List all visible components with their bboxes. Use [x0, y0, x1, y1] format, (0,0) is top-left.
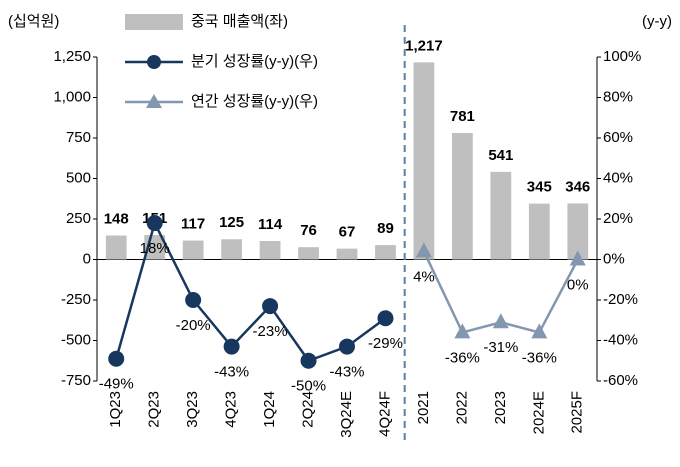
bar: [182, 240, 204, 260]
bar: [490, 171, 512, 260]
bar-value-label: 114: [258, 216, 283, 233]
y-tick-label: -750: [61, 372, 91, 389]
y2-tick-label: -20%: [603, 291, 638, 308]
marker: [185, 292, 202, 308]
line-value-label: 4%: [413, 268, 435, 285]
line-value-label: -29%: [368, 335, 403, 352]
line-value-label: -36%: [522, 349, 557, 366]
x-tick-label: 3Q23: [184, 391, 201, 428]
y-tick-label: 500: [66, 169, 91, 186]
marker: [146, 215, 163, 232]
y2-tick-label: 20%: [603, 210, 633, 227]
marker: [569, 250, 586, 266]
line-value-label: -20%: [176, 317, 211, 334]
x-tick-label: 2021: [415, 391, 432, 424]
y-tick-label: 0: [83, 250, 91, 267]
marker: [492, 313, 509, 329]
x-tick-label: 2023: [492, 391, 509, 424]
bar-value-label: 346: [565, 178, 590, 195]
x-tick-label: 4Q23: [223, 391, 240, 428]
bar: [452, 132, 473, 260]
x-tick-label: 2024E: [530, 391, 547, 434]
bar-value-label: 125: [219, 214, 244, 231]
bar-value-label: 345: [527, 179, 552, 196]
bar: [221, 239, 242, 260]
line-value-label: -43%: [329, 364, 364, 381]
y2-tick-label: 100%: [603, 48, 641, 65]
y2-tick-label: 80%: [603, 88, 633, 105]
bar-value-label: 781: [450, 108, 475, 125]
bar-value-label: 1,217: [405, 37, 443, 54]
bar: [528, 203, 550, 260]
bar: [105, 235, 127, 260]
legend-marker: [147, 55, 161, 69]
marker: [339, 338, 355, 355]
marker: [454, 323, 471, 339]
marker: [223, 338, 240, 355]
line-value-label: -31%: [483, 339, 518, 356]
y-tick-label: -500: [61, 331, 91, 348]
bar-value-label: 76: [300, 222, 317, 239]
legend-label: 연간 성장률(y-y)(우): [191, 93, 318, 110]
legend-swatch: [125, 14, 183, 30]
x-tick-label: 3Q24E: [338, 391, 355, 438]
y2-tick-label: 60%: [603, 129, 633, 146]
y-tick-label: -250: [61, 291, 91, 308]
y2-tick-label: -40%: [603, 331, 638, 348]
x-tick-label: 1Q24: [261, 391, 278, 428]
legend-label: 분기 성장률(y-y)(우): [191, 53, 318, 70]
marker: [262, 298, 279, 315]
line-value-label: -23%: [253, 323, 288, 340]
bar: [375, 245, 396, 260]
x-tick-label: 4Q24F: [376, 391, 393, 437]
line-value-label: -43%: [214, 364, 249, 381]
y-axis-title: (십억원): [8, 13, 59, 30]
x-tick-label: 1Q23: [107, 391, 124, 428]
y2-tick-label: 40%: [603, 169, 633, 186]
legend-marker: [146, 94, 162, 108]
line-value-label: 18%: [140, 240, 170, 257]
x-tick-label: 2022: [453, 391, 470, 424]
line-value-label: 0%: [567, 276, 589, 293]
marker: [300, 352, 317, 369]
x-tick-label: 2Q23: [146, 391, 163, 428]
bar-value-label: 89: [377, 220, 394, 237]
bar-value-label: 67: [339, 224, 356, 241]
marker: [531, 323, 548, 339]
bar-value-label: 148: [104, 210, 129, 227]
line-value-label: -36%: [445, 349, 480, 366]
y-tick-label: 250: [66, 210, 91, 227]
bar: [298, 247, 319, 260]
bar-value-label: 117: [181, 216, 205, 233]
bar: [259, 241, 281, 260]
y2-tick-label: 0%: [603, 250, 625, 267]
y-tick-label: 1,250: [53, 48, 91, 65]
marker: [108, 350, 125, 367]
legend-label: 중국 매출액(좌): [191, 13, 288, 30]
bar: [567, 203, 589, 260]
line-value-label: -49%: [99, 376, 134, 393]
y-tick-label: 750: [66, 129, 91, 146]
x-tick-label: 2Q24: [300, 391, 317, 428]
x-tick-label: 2025F: [569, 391, 586, 434]
bar: [336, 248, 358, 260]
line-value-label: -50%: [291, 378, 326, 395]
marker: [377, 310, 394, 327]
y-tick-label: 1,000: [53, 88, 91, 105]
y2-axis-title: (y-y): [642, 13, 672, 30]
marker: [415, 242, 432, 258]
bar-value-label: 541: [488, 147, 513, 164]
y2-tick-label: -60%: [603, 372, 638, 389]
bar: [413, 62, 435, 260]
